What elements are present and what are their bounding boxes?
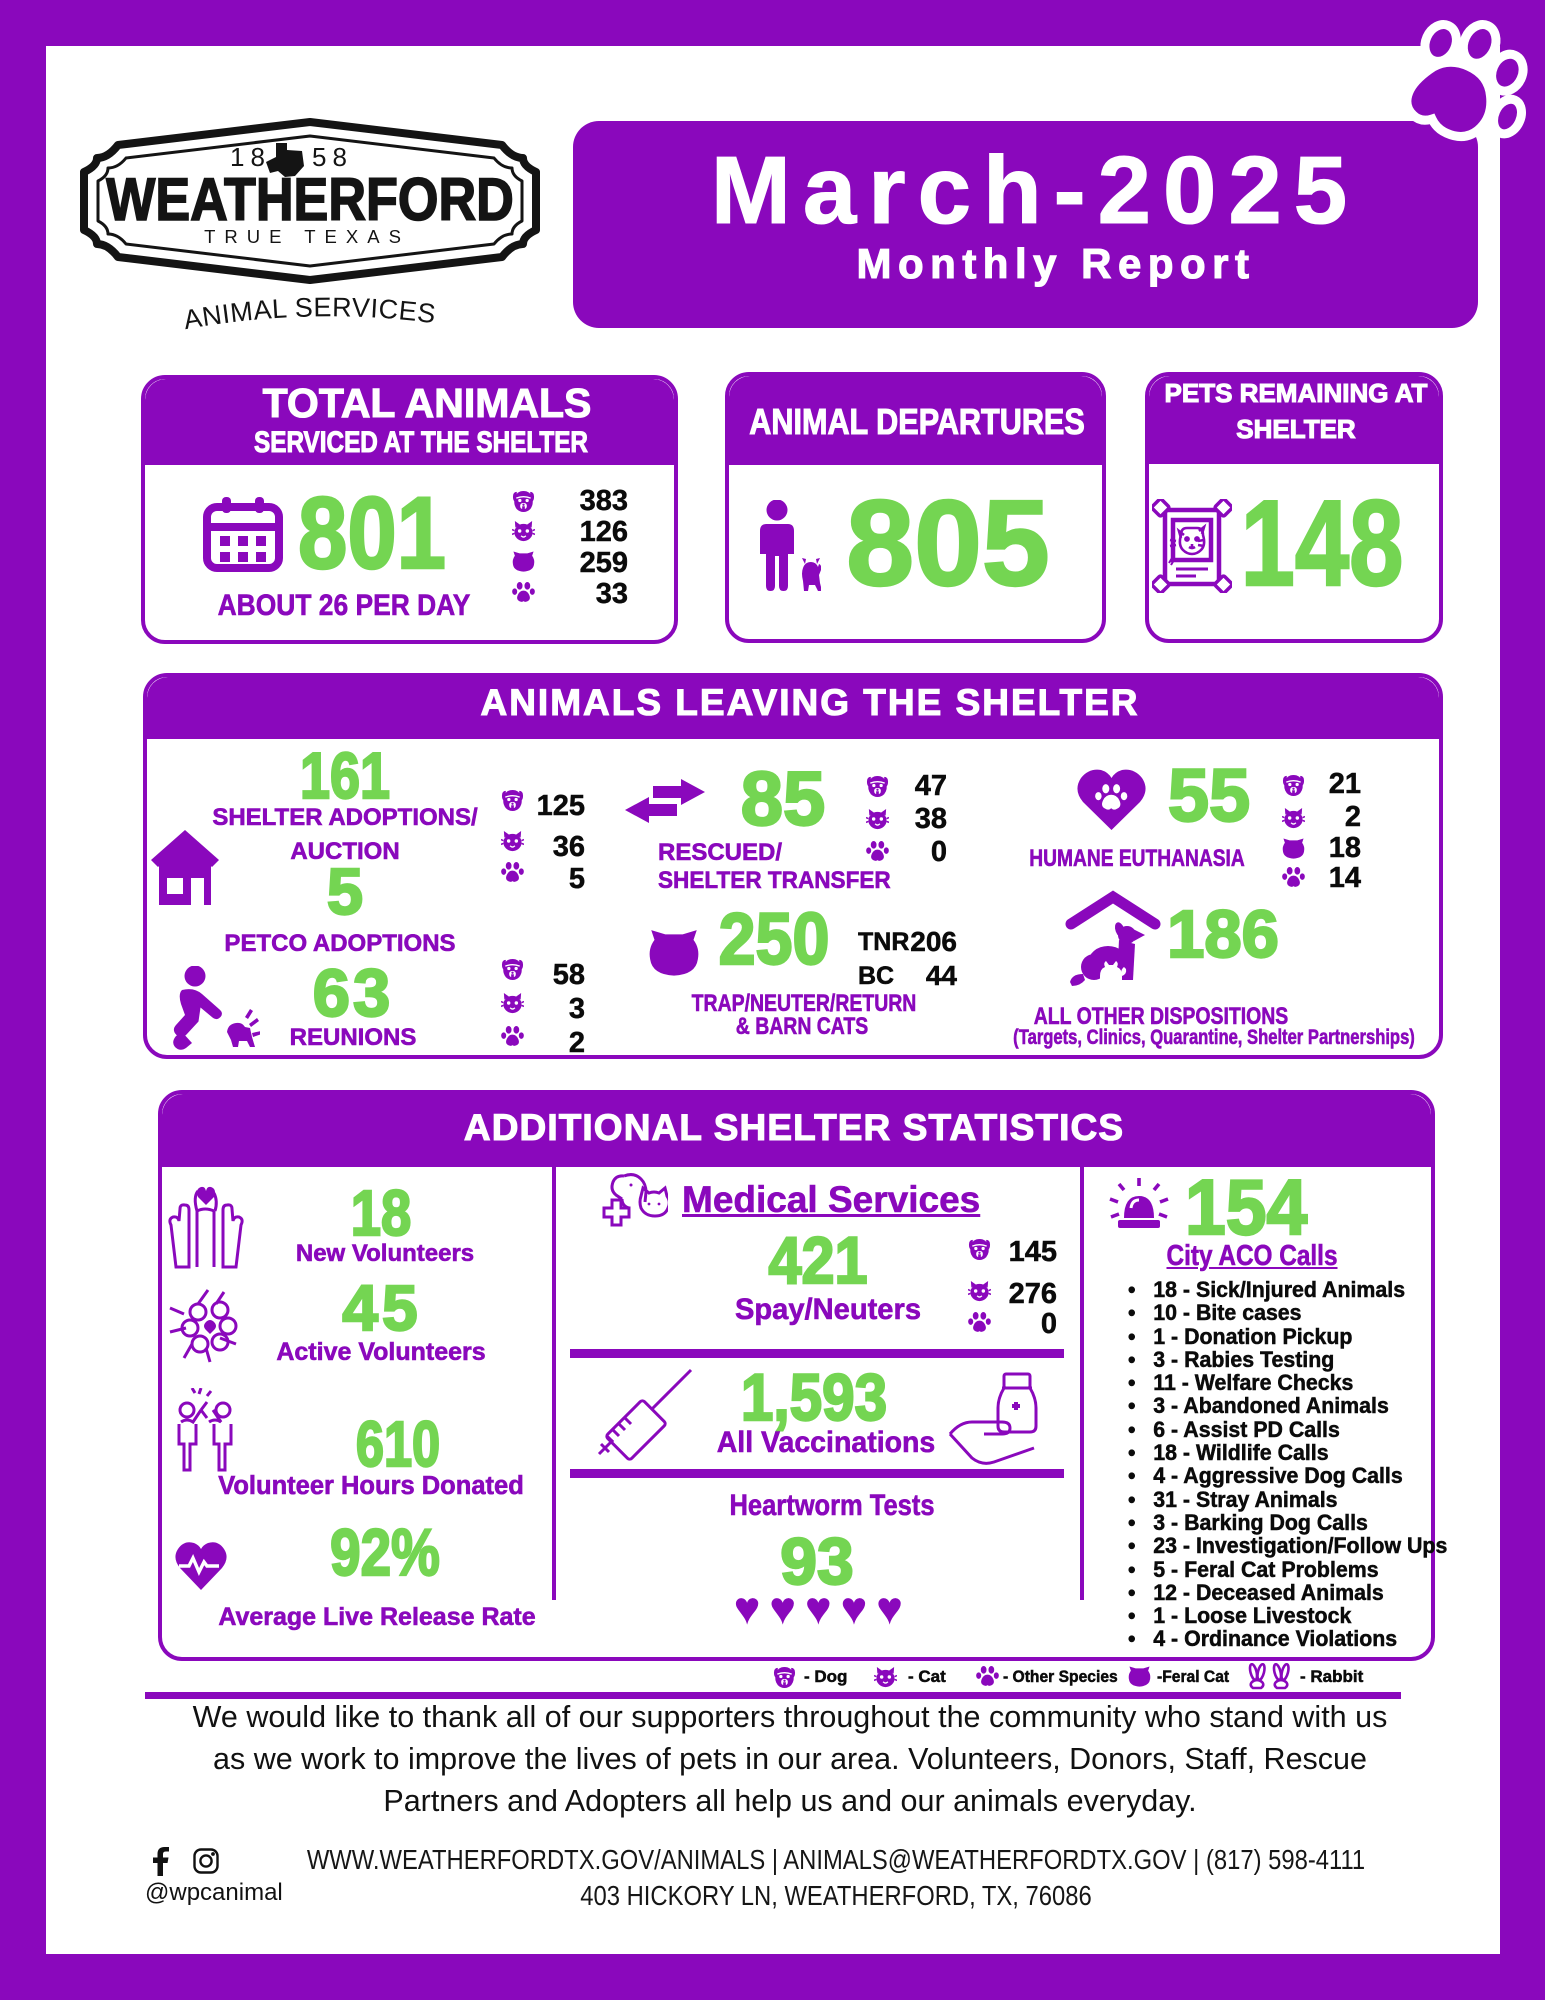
svg-text:TRUE TEXAS: TRUE TEXAS xyxy=(204,226,410,247)
svg-text:58: 58 xyxy=(312,142,353,172)
svg-text:WEATHERFORD: WEATHERFORD xyxy=(106,166,514,233)
svg-text:ANIMAL SERVICES: ANIMAL SERVICES xyxy=(181,292,437,335)
svg-text:18: 18 xyxy=(230,142,271,172)
